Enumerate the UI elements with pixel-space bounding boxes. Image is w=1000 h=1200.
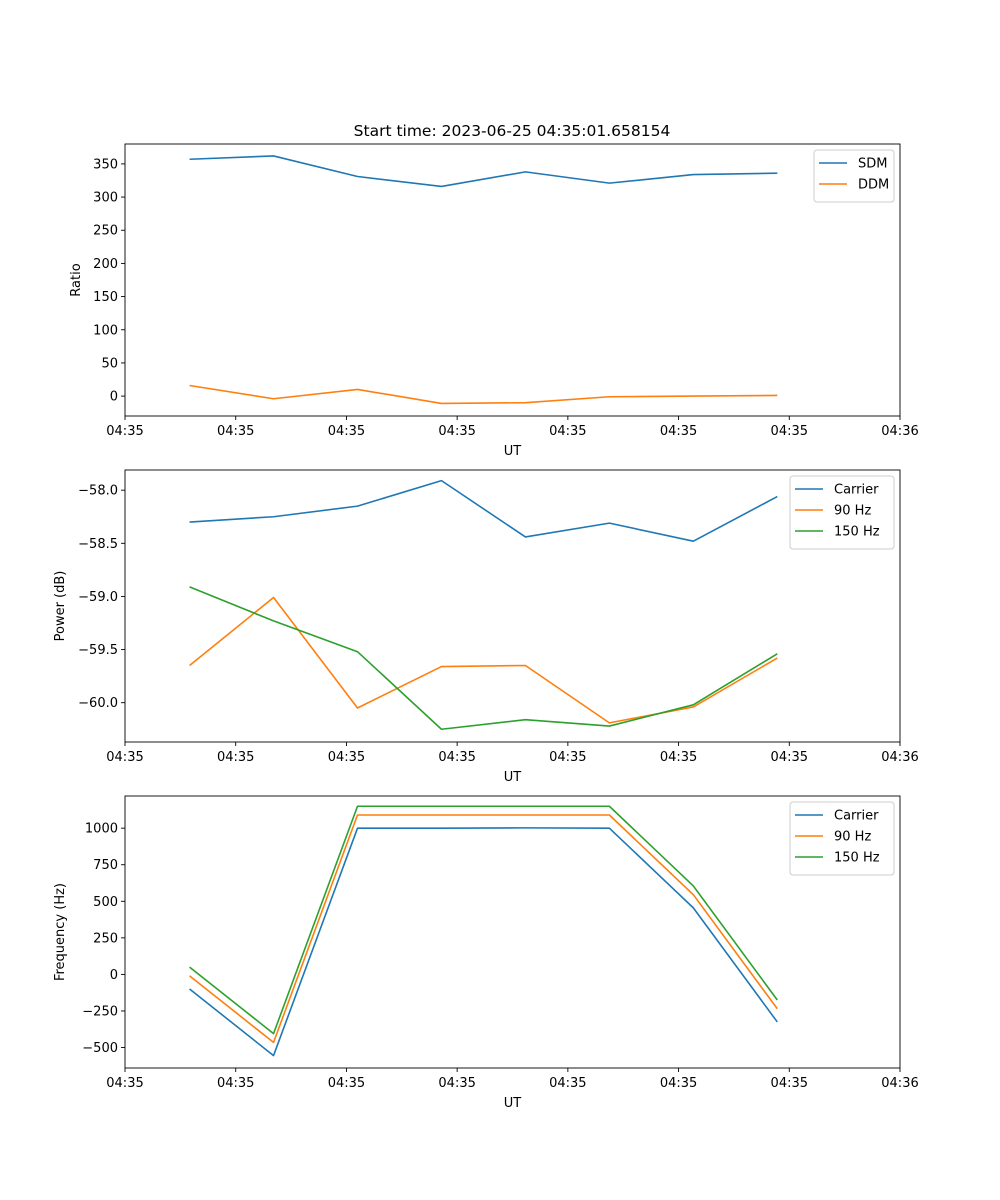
legend: SDM DDM bbox=[813, 149, 895, 203]
y-tick-label: 250 bbox=[93, 931, 118, 946]
legend-label-150-hz: 150 Hz bbox=[834, 851, 880, 866]
x-tick-label: 04:35 bbox=[660, 424, 697, 439]
series-line-carrier bbox=[189, 827, 778, 1057]
legend-label-sdm: SDM bbox=[858, 157, 887, 172]
x-tick-label: 04:35 bbox=[438, 424, 475, 439]
legend-label-90-hz: 90 Hz bbox=[834, 830, 871, 845]
panels: 04:35 04:35 04:35 04:35 04:35 04:35 04:35 04:36… bbox=[53, 143, 919, 1111]
legend-label-ddm: DDM bbox=[858, 178, 889, 193]
legend: Carrier 90 Hz 150 Hz bbox=[789, 475, 895, 550]
y-tick-label: 0 bbox=[110, 968, 118, 983]
x-tick-label: 04:35 bbox=[106, 750, 143, 765]
x-tick-label: 04:35 bbox=[549, 1076, 586, 1091]
x-tick-label: 04:35 bbox=[660, 750, 697, 765]
x-tick-label: 04:36 bbox=[881, 1076, 918, 1091]
chart-panel-1: 04:35 04:35 04:35 04:35 04:35 04:35 04:35 04:36… bbox=[69, 143, 919, 459]
y-tick-label: 50 bbox=[101, 356, 118, 371]
axes-frame bbox=[124, 143, 901, 417]
y-tick-label: −58.0 bbox=[78, 484, 118, 499]
y-tick-label: 100 bbox=[93, 323, 118, 338]
series-line-150-hz bbox=[189, 805, 778, 1035]
series-line-sdm bbox=[189, 155, 778, 188]
axes-frame bbox=[124, 469, 901, 743]
y-axis-label: Power (dB) bbox=[53, 571, 68, 642]
x-tick-label: 04:35 bbox=[771, 424, 808, 439]
y-tick-label: −59.5 bbox=[78, 643, 118, 658]
legend: Carrier 90 Hz 150 Hz bbox=[789, 801, 895, 876]
legend-label-150-hz: 150 Hz bbox=[834, 525, 880, 540]
y-tick-label: −500 bbox=[82, 1041, 118, 1056]
x-tick-label: 04:36 bbox=[881, 424, 918, 439]
y-tick-label: −250 bbox=[82, 1004, 118, 1019]
x-tick-label: 04:35 bbox=[106, 1076, 143, 1091]
y-axis-label: Ratio bbox=[69, 263, 84, 296]
x-tick-label: 04:36 bbox=[881, 750, 918, 765]
y-tick-label: 300 bbox=[93, 191, 118, 206]
x-tick-label: 04:35 bbox=[328, 424, 365, 439]
x-tick-label: 04:35 bbox=[217, 424, 254, 439]
y-tick-label: −59.0 bbox=[78, 590, 118, 605]
chart-panel-2: 04:35 04:35 04:35 04:35 04:35 04:35 04:35 04:36… bbox=[53, 469, 919, 785]
y-tick-label: 1000 bbox=[85, 822, 118, 837]
x-axis-label: UT bbox=[504, 444, 522, 459]
x-tick-label: 04:35 bbox=[217, 1076, 254, 1091]
x-axis-label: UT bbox=[504, 1096, 522, 1111]
y-tick-label: −60.0 bbox=[78, 696, 118, 711]
x-tick-label: 04:35 bbox=[771, 750, 808, 765]
y-axis-label: Frequency (Hz) bbox=[53, 883, 68, 981]
y-tick-label: 750 bbox=[93, 858, 118, 873]
figure-title: Start time: 2023-06-25 04:35:01.658154 bbox=[354, 122, 671, 140]
axes-frame bbox=[124, 795, 901, 1069]
series-line-90-hz bbox=[189, 814, 778, 1044]
x-tick-label: 04:35 bbox=[549, 750, 586, 765]
series-line-90-hz bbox=[189, 596, 778, 724]
x-tick-label: 04:35 bbox=[328, 750, 365, 765]
legend-label-carrier: Carrier bbox=[834, 809, 879, 824]
y-tick-label: 200 bbox=[93, 257, 118, 272]
x-tick-label: 04:35 bbox=[549, 424, 586, 439]
x-tick-label: 04:35 bbox=[328, 1076, 365, 1091]
legend-label-carrier: Carrier bbox=[834, 483, 879, 498]
x-tick-label: 04:35 bbox=[106, 424, 143, 439]
x-tick-label: 04:35 bbox=[438, 1076, 475, 1091]
series-line-150-hz bbox=[189, 586, 778, 731]
x-tick-label: 04:35 bbox=[771, 1076, 808, 1091]
y-tick-label: 500 bbox=[93, 895, 118, 910]
x-tick-label: 04:35 bbox=[660, 1076, 697, 1091]
chart-panel-3: 04:35 04:35 04:35 04:35 04:35 04:35 04:35 04:36… bbox=[53, 795, 919, 1111]
x-tick-label: 04:35 bbox=[217, 750, 254, 765]
y-tick-label: 350 bbox=[93, 157, 118, 172]
y-tick-label: 250 bbox=[93, 224, 118, 239]
y-tick-label: 150 bbox=[93, 290, 118, 305]
y-tick-label: −58.5 bbox=[78, 537, 118, 552]
legend-label-90-hz: 90 Hz bbox=[834, 504, 871, 519]
y-tick-label: 0 bbox=[110, 390, 118, 405]
series-line-carrier bbox=[189, 479, 778, 542]
x-axis-label: UT bbox=[504, 770, 522, 785]
series-line-ddm bbox=[189, 384, 778, 405]
x-tick-label: 04:35 bbox=[438, 750, 475, 765]
